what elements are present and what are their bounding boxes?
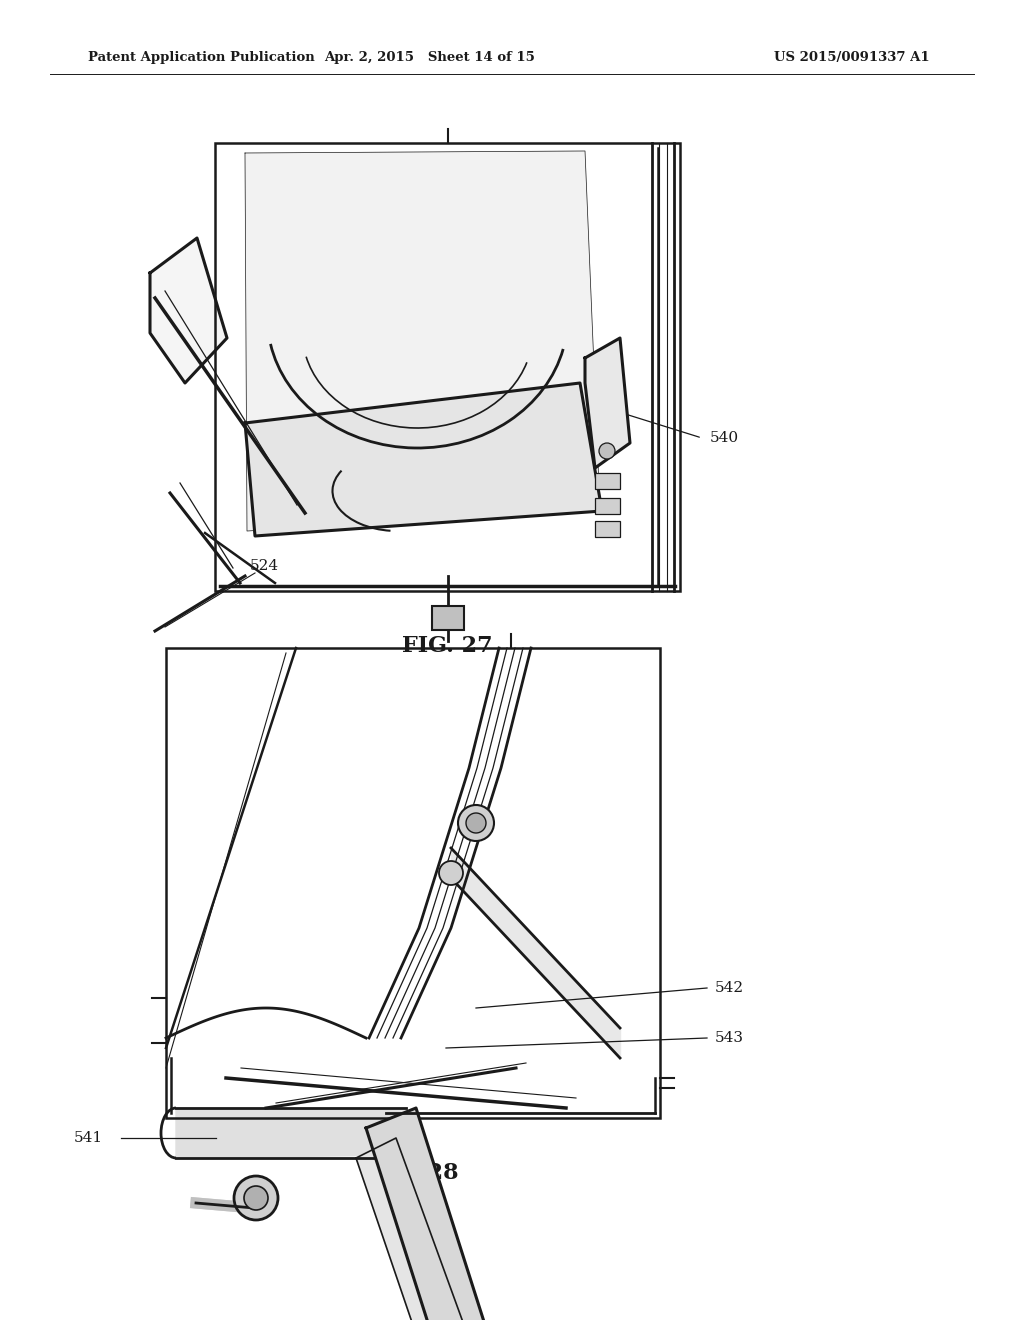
Bar xyxy=(595,498,620,513)
Bar xyxy=(595,473,620,488)
Text: FIG. 28: FIG. 28 xyxy=(368,1162,459,1184)
Text: 541: 541 xyxy=(74,1131,103,1144)
Circle shape xyxy=(439,861,463,884)
Polygon shape xyxy=(150,238,227,383)
Circle shape xyxy=(458,805,494,841)
Circle shape xyxy=(244,1185,268,1210)
Text: 543: 543 xyxy=(715,1031,744,1045)
Polygon shape xyxy=(176,1107,406,1158)
Bar xyxy=(595,521,620,537)
Circle shape xyxy=(599,444,615,459)
Bar xyxy=(431,606,464,630)
Polygon shape xyxy=(245,150,600,531)
Text: Apr. 2, 2015   Sheet 14 of 15: Apr. 2, 2015 Sheet 14 of 15 xyxy=(325,51,536,65)
Polygon shape xyxy=(356,1138,476,1320)
Text: US 2015/0091337 A1: US 2015/0091337 A1 xyxy=(774,51,930,65)
Circle shape xyxy=(234,1176,278,1220)
Text: FIG. 27: FIG. 27 xyxy=(402,635,493,657)
Polygon shape xyxy=(245,383,602,536)
Polygon shape xyxy=(585,338,630,469)
Bar xyxy=(166,648,660,1118)
Text: 524: 524 xyxy=(250,558,280,573)
Polygon shape xyxy=(366,1107,486,1320)
Bar xyxy=(215,143,680,591)
Text: Patent Application Publication: Patent Application Publication xyxy=(88,51,314,65)
Text: 540: 540 xyxy=(710,432,739,445)
Text: 542: 542 xyxy=(715,981,744,995)
Circle shape xyxy=(466,813,486,833)
